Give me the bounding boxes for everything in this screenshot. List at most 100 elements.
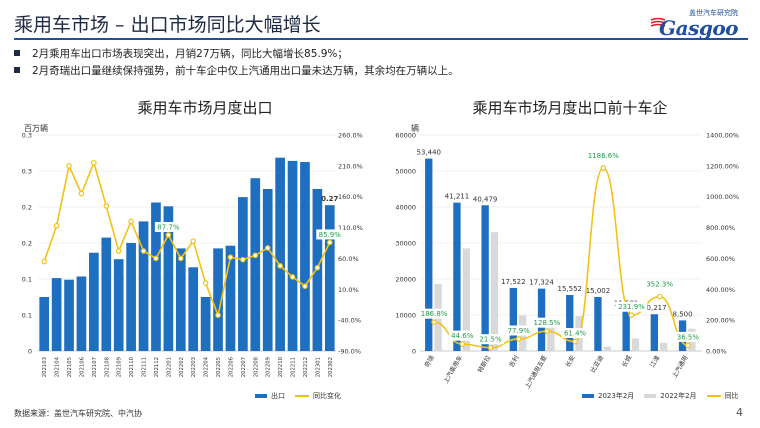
bar: [163, 206, 174, 351]
bullet-item: 2月乘用车出口市场表现突出，月销27万辆，同比大幅增长85.9%；: [14, 46, 744, 60]
x-tick-label: 202204: [204, 356, 210, 377]
line-point: [252, 252, 259, 259]
data-label: 36.5%: [677, 333, 700, 341]
y2-tick-label: 400.00%: [706, 286, 735, 294]
line-point: [177, 255, 184, 262]
line-point: [302, 283, 308, 290]
data-label-bg: [615, 301, 648, 312]
y2-tick-label: 10.0%: [338, 286, 359, 294]
line-point: [431, 319, 437, 325]
bar: [490, 232, 499, 351]
line-point: [289, 274, 296, 280]
legend-swatch-line: [706, 395, 721, 397]
y-tick-label: 20000: [395, 276, 416, 284]
x-tick-label: 202205: [216, 357, 222, 377]
line-point: [115, 248, 122, 254]
line-point: [600, 165, 607, 171]
line-point: [103, 203, 110, 209]
data-label-bg: [316, 229, 344, 240]
y-tick-label: 0: [28, 348, 32, 356]
page-number: 4: [736, 406, 743, 419]
line-point: [314, 264, 321, 271]
bar: [324, 205, 335, 351]
data-label: 17,324: [529, 279, 554, 287]
line-point: [78, 190, 85, 197]
x-tick-label: 202201: [166, 357, 172, 377]
line-point: [53, 222, 60, 229]
logo-tagline: 盖世汽车研究院: [689, 9, 738, 17]
legend-swatch-bar: [255, 394, 267, 398]
bar: [175, 248, 186, 351]
right-chart: 0 10000 20000 30000 40000 50000 60000 0.00% 200.…: [395, 132, 739, 391]
x-tick-label: 202210: [278, 356, 284, 377]
x-tick-label: 长城: [620, 354, 633, 369]
data-label: 44.6%: [451, 332, 474, 340]
bar: [225, 245, 236, 351]
legend-swatch-bar: [582, 394, 594, 398]
y-tick-label: 10000: [395, 312, 416, 320]
data-label: 186.8%: [421, 310, 448, 318]
legend-swatch-line: [295, 395, 309, 397]
page-title: 乘用车市场 – 出口市场同比大幅增长: [14, 14, 321, 36]
x-tick-label: 吉利: [507, 354, 520, 369]
y-tick-label: 50000: [395, 168, 416, 176]
y-tick-label: 60000: [395, 132, 416, 140]
bullet-square-icon: [14, 67, 20, 73]
x-tick-label: 202106: [79, 356, 85, 377]
data-label-bg: [561, 328, 589, 339]
bar: [481, 205, 489, 351]
data-label: 53,440: [416, 149, 441, 157]
x-tick-label: 202209: [266, 357, 272, 377]
left-chart: 0 0.1 0.1 0.2 0.2 0.3 0.3 -90.0% -40.0% 10.0% 60.0…: [22, 132, 363, 378]
y-tick-label: 0.2: [22, 204, 32, 212]
x-tick-label: 202203: [191, 357, 197, 377]
x-tick-label: 202301: [315, 357, 321, 377]
y2-tick-label: 0.00%: [706, 348, 727, 356]
bar: [547, 323, 555, 351]
y2-tick-label: 110.0%: [338, 224, 363, 232]
line-point: [544, 328, 550, 334]
y-tick-label: 30000: [395, 240, 416, 248]
right-y-unit: 辆: [411, 124, 419, 133]
y-tick-label: 0.2: [22, 240, 32, 248]
bar: [51, 278, 62, 351]
x-tick-label: 202208: [253, 356, 259, 377]
data-label-bg: [643, 279, 676, 290]
y2-tick-label: 160.0%: [338, 193, 363, 201]
bar: [594, 296, 602, 351]
line-point: [240, 256, 246, 263]
left-y-unit: 百万辆: [24, 124, 48, 133]
x-tick-label: 202108: [104, 356, 110, 377]
x-tick-label: 202206: [228, 356, 234, 377]
line-point: [153, 255, 159, 262]
bullet-list: 2月乘用车出口市场表现突出，月销27万辆，同比大幅增长85.9%； 2月奇瑞出口…: [14, 46, 744, 80]
y2-tick-label: -40.0%: [338, 317, 361, 325]
legend-label: 同比变化: [313, 392, 341, 400]
line-point: [128, 218, 134, 225]
y-tick-label: 0.3: [22, 132, 32, 140]
data-label: 77.9%: [508, 327, 531, 335]
bullet-square-icon: [14, 50, 20, 56]
bar: [200, 297, 211, 351]
data-label-bg: [154, 221, 182, 232]
logo-wordmark: Gasgoo: [659, 16, 738, 40]
bar: [425, 158, 433, 351]
line-point: [91, 159, 97, 166]
legend-label: 出口: [271, 392, 285, 400]
line-point: [202, 280, 209, 286]
x-tick-label: 上汽乘用车: [442, 354, 464, 385]
data-label: 8,500: [673, 310, 693, 318]
x-tick-label: 202103: [42, 357, 48, 377]
x-tick-label: 202202: [179, 357, 185, 377]
bar: [126, 243, 136, 351]
legend-label: 同比: [724, 392, 739, 400]
right-legend: 2023年2月 2022年2月 同比: [572, 391, 739, 401]
y2-tick-label: 1200.00%: [706, 162, 739, 170]
data-label: 21.5%: [479, 336, 502, 344]
bar: [660, 342, 668, 351]
line-point: [215, 312, 221, 319]
x-tick-label: 长安: [564, 354, 577, 369]
line-point: [459, 341, 466, 347]
line-point: [41, 258, 48, 265]
bar: [138, 221, 149, 351]
